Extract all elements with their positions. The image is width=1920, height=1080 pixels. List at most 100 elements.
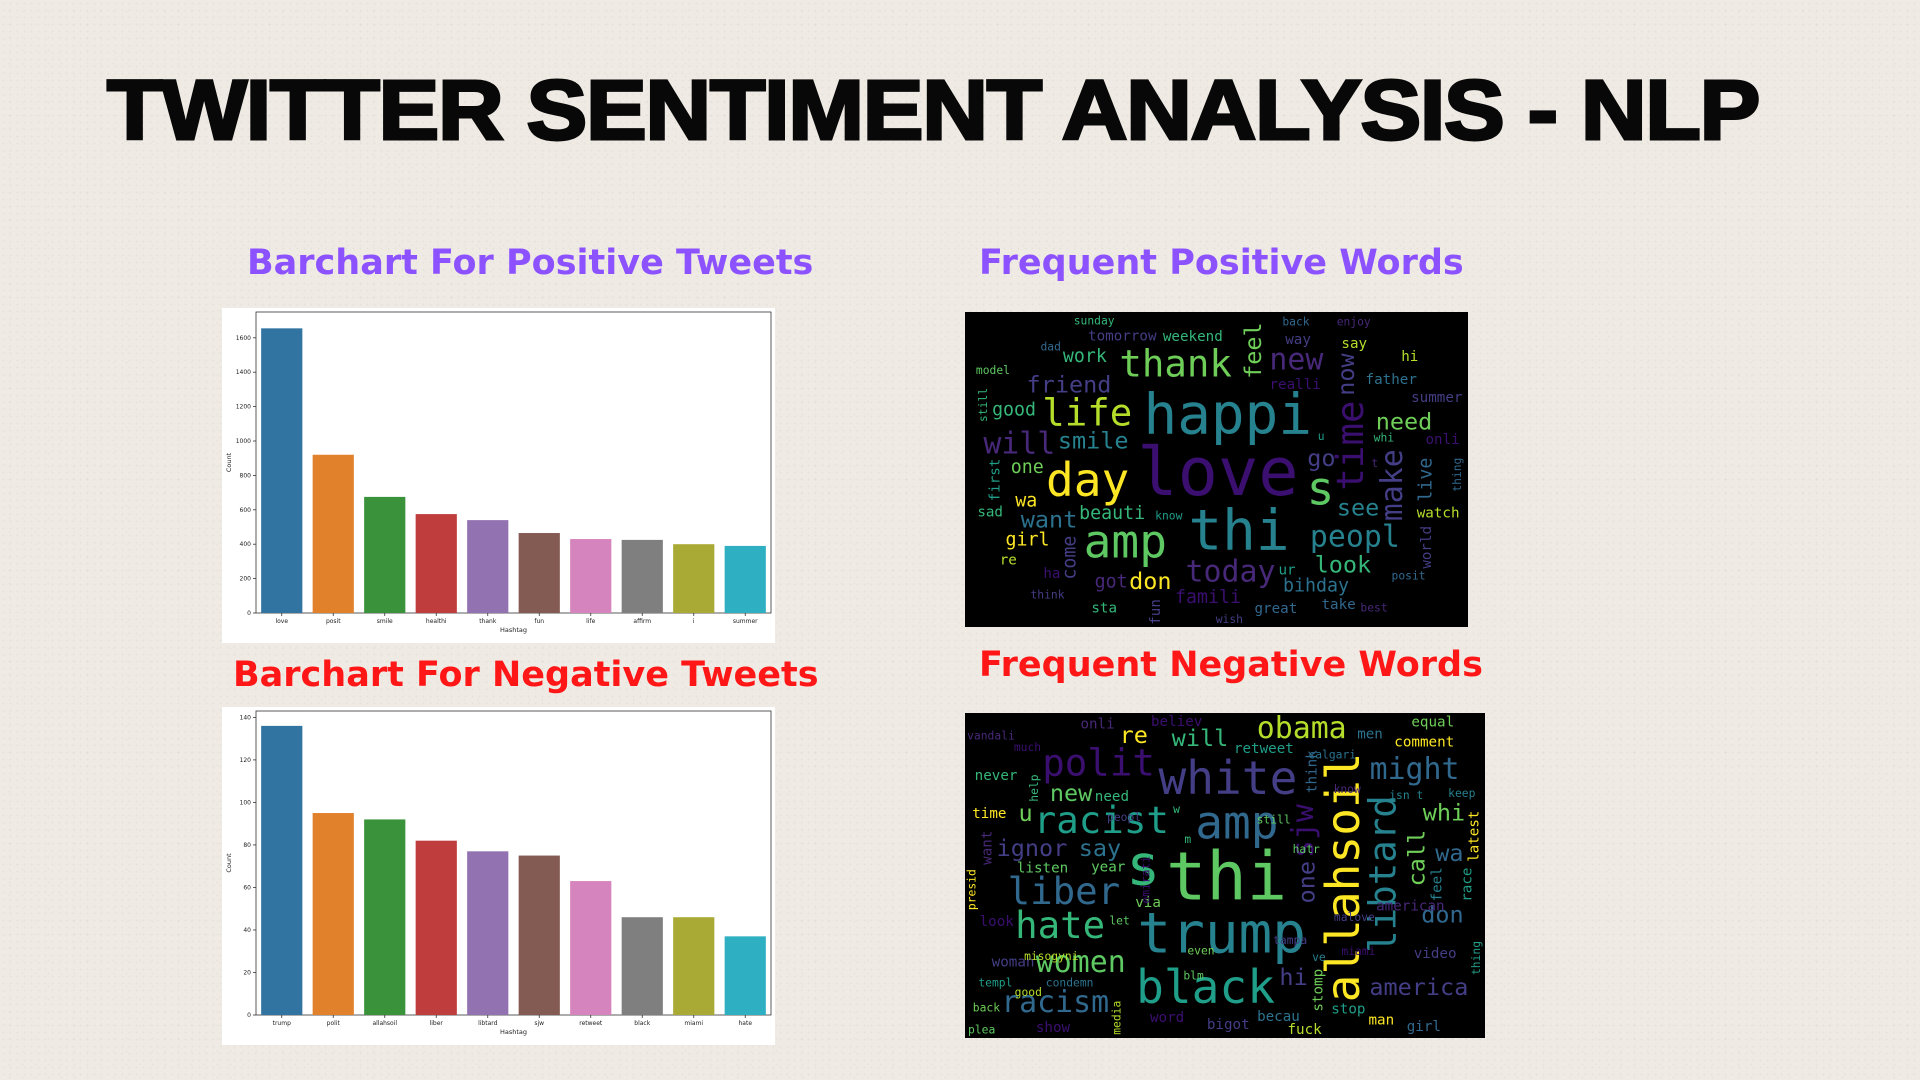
pos-x-axis-label: Hashtag: [500, 626, 527, 634]
neg-cloud-word: malove: [1334, 910, 1375, 924]
pos-cloud-word: don: [1129, 567, 1171, 595]
neg-cloud-word: race: [1460, 867, 1476, 901]
pos-cloud-word: first: [988, 459, 1004, 502]
pos-cloud-word: good: [992, 400, 1036, 421]
pos-y-tick-label: 1200: [236, 404, 251, 411]
neg-cloud-word: america: [1369, 973, 1468, 1001]
pos-cloud-word: onli: [1426, 432, 1460, 448]
neg-cloud-word: will: [1172, 724, 1229, 752]
neg-y-tick-label: 40: [243, 927, 251, 934]
neg-cloud-word: woman: [992, 954, 1035, 970]
pos-x-tick-label: affirm: [633, 618, 651, 625]
neg-cloud-word: emirati: [1138, 856, 1152, 904]
neg-cloud-word: hate: [1015, 903, 1105, 947]
neg-y-tick-label: 20: [243, 969, 251, 976]
negative-wordcloud-panel: thi trump s allahsoil amp white black liber libt…: [965, 713, 1485, 1038]
neg-cloud-word: keep: [1448, 786, 1475, 800]
neg-cloud-word: know: [1334, 782, 1361, 796]
positive-barchart-heading: Barchart For Positive Tweets: [247, 243, 814, 283]
neg-cloud-word: peopl: [1107, 810, 1141, 824]
pos-cloud-word: posit: [1392, 569, 1426, 583]
pos-cloud-word: work: [1063, 346, 1107, 367]
pos-x-tick-label: healthi: [426, 618, 447, 625]
neg-cloud-word: think: [1304, 750, 1320, 793]
neg-cloud-word: thi: [1166, 837, 1287, 915]
neg-cloud-word: men: [1357, 727, 1383, 743]
neg-cloud-word: year: [1091, 860, 1126, 876]
neg-y-tick-label: 100: [240, 799, 252, 806]
neg-y-axis-label: Count: [225, 853, 233, 873]
pos-cloud-word: sunday: [1074, 314, 1115, 328]
neg-x-tick-label: hate: [738, 1020, 752, 1027]
neg-cloud-word: libtard: [1360, 795, 1404, 953]
neg-x-tick-label: sjw: [534, 1020, 544, 1027]
neg-cloud-word: believ: [1151, 714, 1202, 730]
neg-cloud-word: u: [1019, 799, 1033, 827]
pos-bar-fun: [518, 533, 560, 613]
neg-cloud-word: plea: [968, 1023, 995, 1037]
pos-y-tick-label: 1600: [236, 335, 251, 342]
neg-cloud-word: via: [1135, 895, 1161, 911]
pos-cloud-word: friend: [1027, 370, 1112, 398]
neg-y-tick-label: 140: [240, 714, 252, 721]
neg-cloud-word: trump: [1137, 901, 1305, 966]
neg-cloud-word: still: [1257, 812, 1291, 826]
neg-cloud-word: condemn: [1046, 976, 1094, 990]
pos-y-tick-label: 0: [247, 610, 251, 617]
neg-cloud-word: obama: [1257, 713, 1347, 746]
positive-wordcloud-heading: Frequent Positive Words: [979, 243, 1464, 283]
pos-cloud-word: enjoy: [1337, 315, 1371, 329]
pos-x-tick-label: fun: [534, 618, 544, 625]
pos-cloud-word: s: [1307, 461, 1335, 515]
neg-cloud-word: equal: [1411, 714, 1454, 730]
pos-cloud-word: dad: [1040, 339, 1060, 353]
neg-cloud-word: want: [979, 831, 995, 865]
neg-y-tick-label: 0: [247, 1012, 251, 1019]
pos-bar-smile: [364, 496, 406, 613]
pos-cloud-word: t: [1371, 456, 1378, 470]
neg-cloud-word: listen: [1017, 860, 1068, 876]
pos-bar-love: [261, 328, 303, 613]
neg-cloud-word: vandali: [967, 729, 1015, 743]
pos-cloud-word: ur: [1278, 562, 1296, 578]
neg-cloud-word: help: [1027, 774, 1041, 801]
positive-wordcloud: lovehappithisdayamplifethanktimetodaypeo…: [976, 314, 1464, 626]
pos-x-tick-label: smile: [377, 618, 393, 625]
pos-cloud-word: think: [1030, 587, 1064, 601]
neg-cloud-word: video: [1414, 946, 1457, 962]
pos-cloud-word: got: [1095, 571, 1128, 592]
neg-bar-liber: [415, 840, 457, 1015]
pos-cloud-word: look: [1315, 551, 1372, 579]
neg-y-tick-label: 120: [240, 757, 252, 764]
neg-cloud-word: much: [1014, 740, 1041, 754]
pos-cloud-word: come: [1060, 536, 1081, 580]
neg-cloud-word: ignor: [997, 834, 1068, 862]
positive-bar-chart: 0 200 400 600 800 1000 1200 1400 1600 love posit sm…: [225, 311, 772, 634]
neg-cloud-word: one: [1293, 861, 1321, 903]
neg-cloud-word: re: [1120, 721, 1148, 749]
pos-y-tick-label: 600: [240, 507, 252, 514]
neg-cloud-word: thing: [1469, 941, 1483, 975]
neg-bar-miami: [673, 917, 715, 1015]
neg-cloud-word: need: [1095, 789, 1129, 805]
neg-cloud-word: tampa: [1273, 933, 1307, 947]
pos-cloud-word: model: [976, 363, 1010, 377]
pos-cloud-word: thi: [1188, 498, 1289, 563]
pos-bar-affirm: [621, 539, 663, 613]
pos-bar-healthi: [415, 514, 457, 613]
pos-cloud-word: summer: [1411, 390, 1463, 406]
pos-bar-thank: [467, 520, 509, 613]
neg-cloud-word: might: [1370, 752, 1460, 787]
pos-x-tick-label: i: [693, 618, 695, 625]
pos-cloud-word: sta: [1091, 600, 1117, 616]
neg-cloud-word: american: [1376, 899, 1444, 915]
pos-cloud-word: weekend: [1163, 329, 1223, 345]
pos-bar-i: [673, 544, 715, 613]
neg-bar-trump: [261, 725, 303, 1015]
neg-cloud-word: miami: [1341, 944, 1375, 958]
neg-cloud-word: latest: [1466, 811, 1482, 862]
neg-cloud-word: racist: [1034, 798, 1169, 842]
negative-bar-chart-panel: 0 20 40 60 80 100 120 140 trump polit allahsoil lib…: [222, 707, 775, 1045]
pos-cloud-word: today: [1186, 554, 1276, 589]
